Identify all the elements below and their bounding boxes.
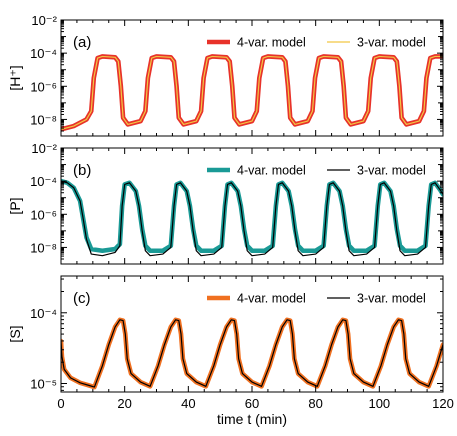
y-tick-label: 10⁻⁴ [30, 46, 57, 61]
legend-label: 4-var. model [237, 292, 306, 306]
panel-label: (c) [73, 290, 91, 307]
series-line-3var [61, 319, 443, 388]
y-tick-label: 10⁻⁸ [30, 240, 57, 255]
legend: 4-var. model 3-var. model [207, 164, 426, 178]
panel-label: (a) [73, 34, 91, 51]
legend: 4-var. model 3-var. model [207, 292, 426, 306]
x-tick-label: 40 [181, 396, 195, 411]
x-tick-label: 20 [117, 396, 131, 411]
x-tick-label: 100 [368, 396, 390, 411]
y-tick-label: 10⁻⁶ [30, 79, 57, 94]
legend-label: 4-var. model [237, 164, 306, 178]
y-axis-label: [H⁺] [7, 65, 23, 90]
panel-c: 10⁻⁴ 10⁻⁵ [S] (c) 4-var. model 3-var. model [7, 275, 444, 393]
series-line-3var [61, 55, 443, 130]
legend-label: 3-var. model [357, 292, 426, 306]
x-tick-label: 60 [245, 396, 259, 411]
y-tick-label: 10⁻⁴ [30, 306, 57, 321]
x-tick-label: 80 [308, 396, 322, 411]
legend-label: 3-var. model [357, 36, 426, 50]
y-tick-label: 10⁻⁶ [30, 207, 57, 222]
legend-label: 4-var. model [237, 36, 306, 50]
series-line-3var [61, 180, 443, 257]
y-axis-label: [P] [7, 197, 23, 214]
y-tick-label: 10⁻² [31, 141, 57, 156]
y-tick-label: 10⁻⁸ [30, 112, 57, 127]
legend: 4-var. model 3-var. model [207, 36, 426, 50]
x-tick-label: 120 [432, 396, 454, 411]
panel-label: (b) [73, 162, 91, 179]
panel-b: 10⁻² 10⁻⁴ 10⁻⁶ 10⁻⁸ [P] (b) 4-var. model 3-var.… [7, 141, 444, 265]
y-axis-label: [S] [7, 325, 23, 342]
y-tick-label: 10⁻⁴ [30, 174, 57, 189]
x-axis-label: time t (min) [217, 411, 287, 427]
legend-label: 3-var. model [357, 164, 426, 178]
panel-a: 10⁻² 10⁻⁴ 10⁻⁶ 10⁻⁸ [H⁺] (a) 4-var. model 3-var… [7, 13, 444, 137]
x-tick-label: 0 [57, 396, 64, 411]
y-tick-label: 10⁻² [31, 13, 57, 28]
y-tick-label: 10⁻⁵ [30, 377, 57, 392]
